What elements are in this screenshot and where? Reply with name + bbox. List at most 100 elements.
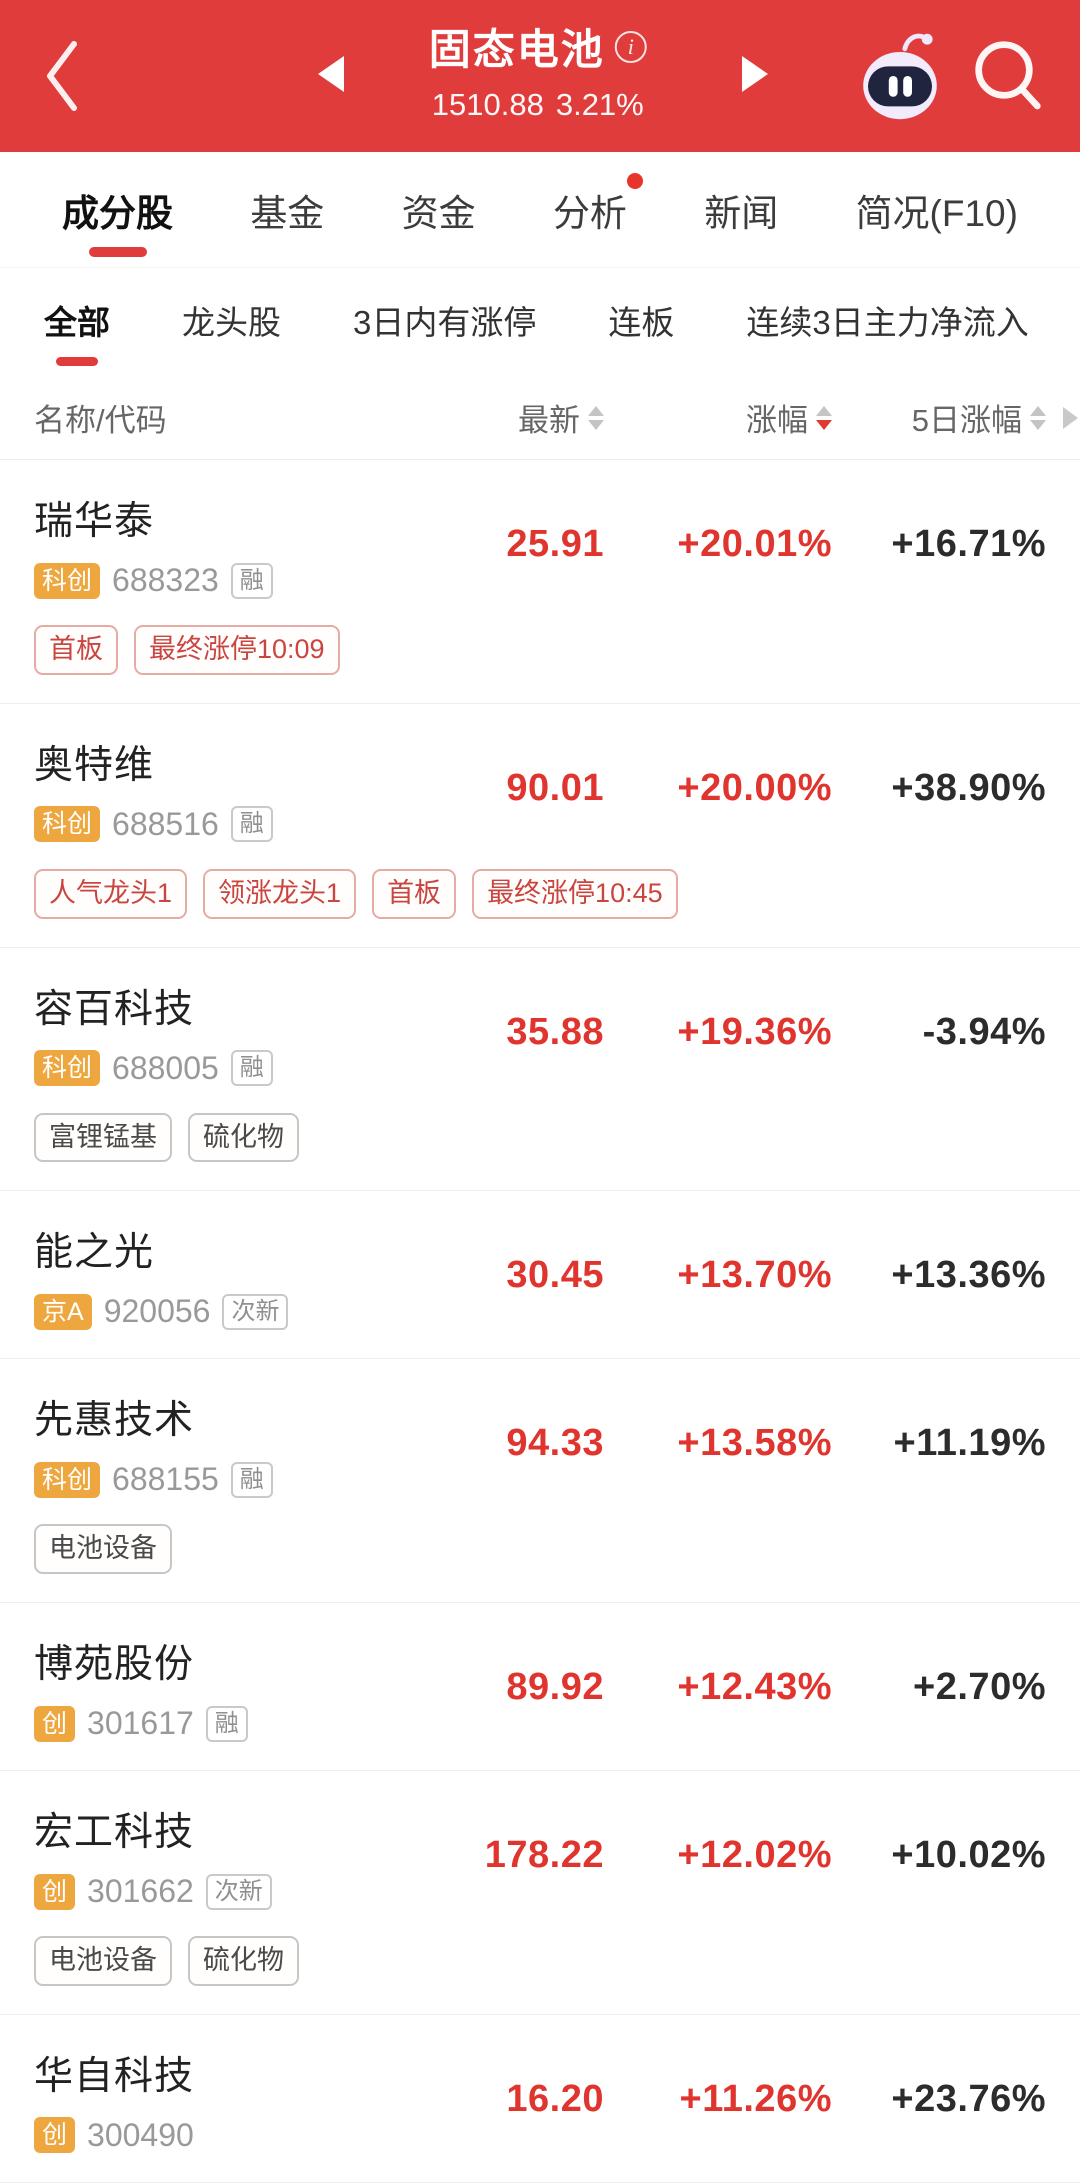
margin-flag-badge: 融 [230,1050,273,1086]
stock-row[interactable]: 能之光 京A 920056 次新 30.45 +13.70% +13.36% [0,1191,1080,1360]
subtab[interactable]: 连板 [608,270,674,374]
tag-list: 电池设备 硫化物 [34,1936,1046,1986]
info-icon[interactable]: i [614,30,647,63]
margin-flag-badge: 次新 [205,1873,272,1910]
change-5day-percent: -3.94% [922,1010,1046,1053]
latest-price: 178.22 [484,1834,604,1876]
subtab-label: 全部 [44,304,110,341]
title-block: 固态电池 i 1510.88 3.21% [426,16,650,123]
change-percent: +20.00% [677,766,832,809]
stock-code: 688155 [112,1461,219,1498]
change-percent: +11.26% [679,2077,832,2120]
stock-name: 能之光 [34,1231,155,1275]
change-5day-percent: +10.02% [891,1834,1046,1876]
change-5day-percent: +11.19% [893,1422,1046,1465]
market-badge: 京A [34,1293,92,1330]
stock-row[interactable]: 先惠技术 科创 688155 融 94.33 +13.58% +11.19% 电… [0,1359,1080,1603]
stock-code: 688005 [112,1049,219,1086]
stock-name: 容百科技 [34,987,195,1031]
stock-name: 瑞华泰 [34,500,155,543]
margin-flag-badge: 融 [230,562,273,599]
stock-code: 688323 [112,562,219,598]
market-badge: 创 [34,1705,76,1742]
latest-price: 35.88 [506,1010,604,1053]
filter-subtabs: 全部 龙头股 3日内有涨停 连板 连续3日主力净流入 [0,268,1080,376]
change-percent: +13.58% [677,1422,832,1465]
change-percent: +12.43% [677,1666,832,1708]
stock-tag: 首板 [34,625,118,675]
stock-name: 奥特维 [34,743,155,787]
change-5day-percent: +2.70% [913,1666,1046,1708]
tab[interactable]: 资金 [402,157,476,263]
tab[interactable]: 基金 [250,157,324,263]
sortable-column[interactable]: 5日涨幅 [832,395,1046,440]
sortable-column[interactable]: 最新 [418,395,604,440]
margin-flag-badge: 融 [230,1461,273,1498]
main-tabs: 成分股 基金 资金 分析 新闻 简况(F10) [0,152,1080,268]
margin-flag-badge: 次新 [222,1293,289,1330]
prev-sector-icon[interactable] [318,56,344,92]
index-change: 3.21% [555,87,644,122]
search-icon[interactable] [968,34,1048,118]
stock-row[interactable]: 华自科技 创 300490 16.20 +11.26% +23.76% [0,2015,1080,2183]
change-percent: +19.36% [677,1010,832,1053]
sort-arrows-icon [816,405,832,430]
tab[interactable]: 简况(F10) [856,157,1018,263]
change-percent: +20.01% [677,523,832,565]
tab-label: 新闻 [704,192,779,234]
page-title: 固态电池 [428,26,605,73]
subtab[interactable]: 全部 [44,270,110,374]
stock-tag: 电池设备 [34,1524,172,1574]
stock-tag: 硫化物 [188,1936,299,1986]
stock-tag: 电池设备 [34,1936,172,1986]
tab[interactable]: 分析 [553,157,643,263]
app-header: 固态电池 i 1510.88 3.21% [0,0,1080,152]
market-badge: 创 [34,1873,76,1910]
stock-row[interactable]: 博苑股份 创 301617 融 89.92 +12.43% +2.70% [0,1603,1080,1771]
tab-label: 基金 [250,192,325,234]
change-5day-percent: +16.71% [891,523,1046,565]
stock-identity: 先惠技术 科创 688155 融 [34,1389,418,1498]
stock-identity: 奥特维 科创 688516 融 [34,734,418,843]
stock-code: 301617 [87,1705,194,1741]
subtab[interactable]: 3日内有涨停 [353,270,536,374]
stock-name: 先惠技术 [34,1399,195,1443]
tag-list: 首板 最终涨停10:09 [34,625,1046,675]
stock-tag: 人气龙头1 [34,868,188,919]
tag-list: 富锂锰基 硫化物 [34,1112,1046,1163]
stock-identity: 华自科技 创 300490 [34,2045,418,2154]
stock-row[interactable]: 容百科技 科创 688005 融 35.88 +19.36% -3.94% 富锂… [0,948,1080,1192]
stock-identity: 能之光 京A 920056 次新 [34,1221,418,1330]
market-badge: 科创 [34,562,101,599]
column-label: 涨幅 [746,403,808,438]
next-sector-icon[interactable] [742,56,768,92]
stock-tag: 最终涨停10:45 [472,868,678,919]
latest-price: 90.01 [506,766,604,809]
sortable-columns: 最新 涨幅 5日涨幅 [418,395,1046,440]
subtab[interactable]: 连续3日主力净流入 [746,270,1028,374]
market-badge: 科创 [34,1461,101,1498]
change-percent: +13.70% [677,1254,832,1297]
stock-code: 920056 [103,1293,211,1330]
change-5day-percent: +23.76% [891,2077,1046,2120]
tab[interactable]: 成分股 [62,157,173,263]
subtab[interactable]: 龙头股 [182,270,281,374]
tag-list: 人气龙头1 领涨龙头1 首板 最终涨停10:45 [34,868,1046,919]
index-quote: 1510.88 3.21% [426,87,650,123]
tab[interactable]: 新闻 [704,157,778,263]
more-columns-chevron-icon[interactable] [1063,406,1078,429]
subtab-label: 连续3日主力净流入 [746,304,1029,341]
market-badge: 科创 [34,1050,101,1086]
tag-list: 电池设备 [34,1524,1046,1574]
stock-row[interactable]: 瑞华泰 科创 688323 融 25.91 +20.01% +16.71% 首板… [0,460,1080,704]
stock-row[interactable]: 奥特维 科创 688516 融 90.01 +20.00% +38.90% 人气… [0,704,1080,948]
column-label: 5日涨幅 [911,403,1022,438]
stock-tag: 最终涨停10:09 [134,625,340,675]
assistant-robot-icon[interactable] [852,28,948,124]
sortable-column[interactable]: 涨幅 [604,395,832,440]
stock-code: 688516 [112,805,219,842]
stock-code: 300490 [87,2116,194,2153]
stock-row[interactable]: 宏工科技 创 301662 次新 178.22 +12.02% +10.02% … [0,1771,1080,2015]
table-header: 名称/代码 最新 涨幅 5日涨幅 [0,376,1080,460]
back-icon[interactable] [34,36,94,116]
